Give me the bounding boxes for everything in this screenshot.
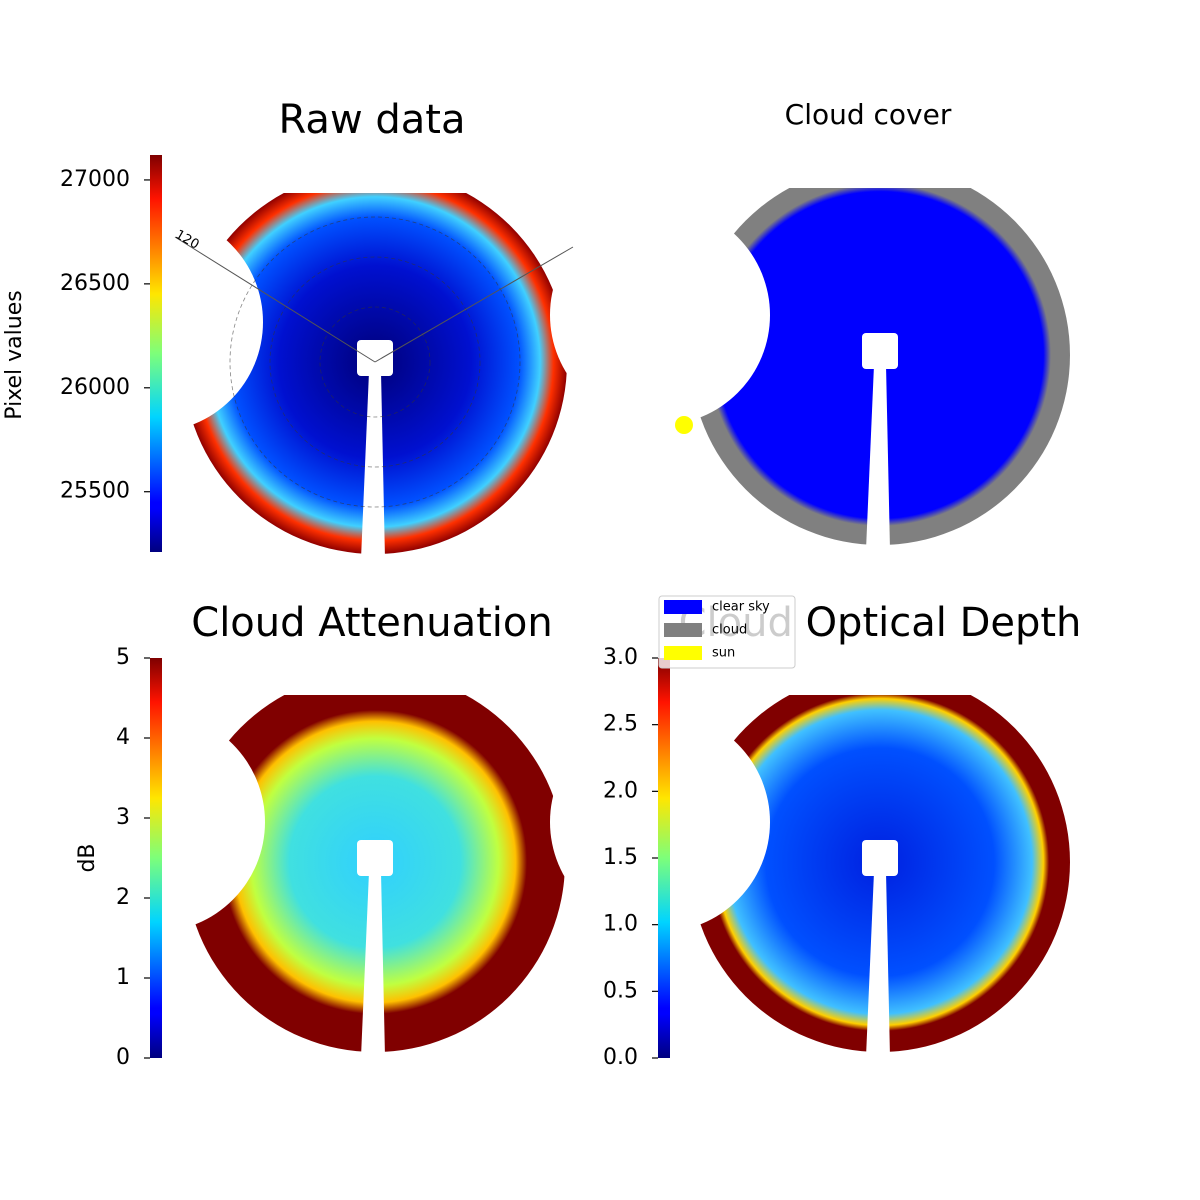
colorbar-label: Pixel values [2,290,27,419]
camera-arm [866,872,890,1057]
panel-title: Raw data [279,97,466,143]
sky-image [43,165,574,559]
colorbar-tick-label: 3.0 [603,645,638,670]
legend-swatch [664,600,702,614]
colorbar-tick-label: 5 [116,645,130,670]
colorbar-tick-label: 0 [116,1045,130,1070]
camera-arm [361,872,385,1057]
colorbar-tick-label: 1.5 [603,845,638,870]
panel-title: Cloud cover [785,98,952,131]
camera-arm [866,365,890,550]
camera-mount [862,333,898,369]
polar-spoke [174,236,376,363]
polar-grid [229,216,521,508]
colorbar-tick-label: 3 [116,805,130,830]
legend-label: cloud [712,623,747,638]
top-mask [180,667,570,695]
colorbar-tick-label: 0.5 [603,978,638,1003]
legend-label: clear sky [712,600,770,615]
colorbar-tick-label: 2.5 [603,712,638,737]
legend-swatch [664,623,702,637]
colorbar-tick-label: 26500 [60,271,130,296]
sky-image [550,160,1075,550]
top-mask [178,165,572,193]
colorbar-label: dB [75,843,100,872]
camera-mount [357,840,393,876]
colorbar-tick-label: 26000 [60,375,130,400]
panel-title: Cloud Attenuation [191,600,552,646]
horizon-mask [550,205,770,425]
colorbar-tick-label: 4 [116,725,130,750]
colorbar [150,155,162,552]
camera-mount [862,840,898,876]
colorbar-tick-label: 0.0 [603,1045,638,1070]
camera-arm [361,372,385,559]
colorbar-tick-label: 1.0 [603,912,638,937]
legend-swatch [664,646,702,660]
colorbar-tick-label: 1 [116,965,130,990]
colorbar-tick-label: 2 [116,885,130,910]
top-mask [685,160,1075,188]
colorbar-tick-label: 27000 [60,167,130,192]
polar-spoke [374,246,574,363]
camera-mount [357,340,393,376]
colorbar [658,658,670,1058]
colorbar [150,658,162,1058]
polar-grid [269,256,481,468]
legend-label: sun [712,646,735,661]
colorbar-tick-label: 25500 [60,479,130,504]
polar-grid [319,306,431,418]
sun-marker [675,416,693,434]
top-mask [685,667,1075,695]
colorbar-tick-label: 2.0 [603,778,638,803]
